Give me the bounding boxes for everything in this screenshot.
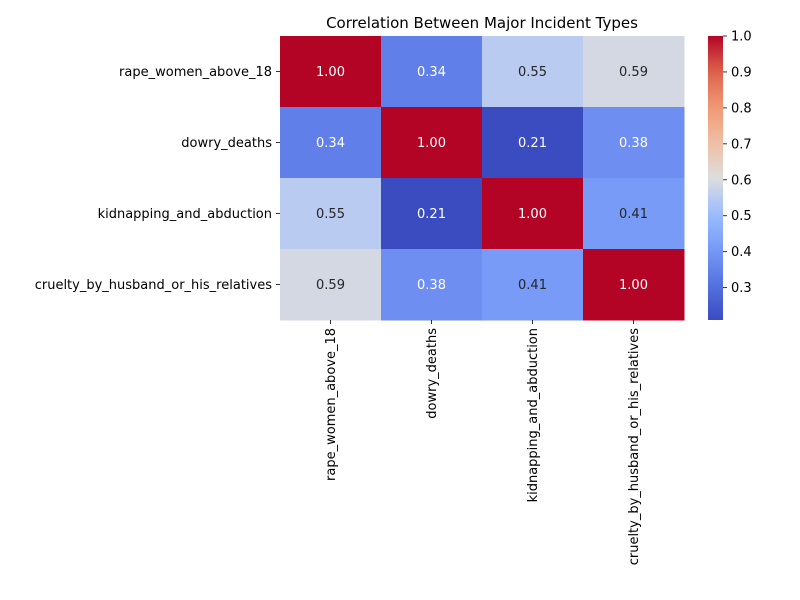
heatmap-cell-value: 0.38 (619, 136, 648, 151)
heatmap-cell (280, 107, 382, 179)
colorbar-tick-label: 1.0 (731, 30, 752, 45)
heatmap-cell-value: 1.00 (417, 136, 446, 151)
column-label: dowry_deaths (425, 328, 440, 419)
heatmap-cell (381, 36, 483, 108)
heatmap-cell (482, 107, 584, 179)
heatmap-cell (482, 36, 584, 108)
heatmap-cell-value: 1.00 (518, 207, 547, 222)
heatmap-cell-value: 0.21 (417, 207, 446, 222)
heatmap-cell (280, 36, 382, 108)
heatmap-cell (280, 178, 382, 250)
heatmap-cell (280, 249, 382, 321)
colorbar-tick-label: 0.7 (731, 137, 752, 152)
heatmap-cell (583, 178, 685, 250)
heatmap-cell (482, 249, 584, 321)
heatmap-cell (583, 249, 685, 321)
colorbar-tick-label: 0.3 (731, 281, 752, 296)
colorbar: 0.3 0.4 0.5 0.6 0.7 0.8 0.9 1.0 (708, 30, 752, 320)
heatmap-cell-value: 0.59 (316, 278, 345, 293)
chart-title: Correlation Between Major Incident Types (326, 14, 638, 32)
column-label: rape_women_above_18 (324, 328, 339, 481)
column-labels: rape_women_above_18 dowry_deaths kidnappin… (324, 320, 642, 565)
column-label: cruelty_by_husband_or_his_relatives (627, 328, 642, 565)
colorbar-tick-label: 0.4 (731, 245, 752, 260)
column-label: kidnapping_and_abduction (526, 328, 541, 502)
heatmap-cell-value: 0.59 (619, 65, 648, 80)
colorbar-tick-label: 0.9 (731, 65, 752, 80)
row-label: dowry_deaths (181, 136, 272, 151)
heatmap-cell (583, 36, 685, 108)
colorbar-tick-label: 0.5 (731, 209, 752, 224)
heatmap-cell-value: 0.41 (518, 278, 547, 293)
row-label: rape_women_above_18 (119, 65, 272, 80)
heatmap-cell-value: 0.34 (316, 136, 345, 151)
colorbar-tick-label: 0.8 (731, 101, 752, 116)
heatmap-cells (280, 36, 685, 321)
heatmap-cell-value: 1.00 (316, 65, 345, 80)
heatmap-cell-value: 0.34 (417, 65, 446, 80)
heatmap-cell-value: 0.55 (316, 207, 345, 222)
heatmap-cell (381, 249, 483, 321)
heatmap-cell-value: 0.38 (417, 278, 446, 293)
heatmap-cell (583, 107, 685, 179)
colorbar-tick-label: 0.6 (731, 173, 752, 188)
row-label: cruelty_by_husband_or_his_relatives (35, 278, 272, 293)
colorbar-gradient (708, 36, 723, 320)
heatmap-cell-value: 0.41 (619, 207, 648, 222)
row-labels: rape_women_above_18 dowry_deaths kidnappin… (35, 65, 280, 293)
heatmap-cell (482, 178, 584, 250)
heatmap-cell-value: 1.00 (619, 278, 648, 293)
heatmap-cell (381, 178, 483, 250)
heatmap-cell-labels: 1.00 0.34 0.55 0.59 0.34 1.00 0.21 0.38 0.55 0.21… (316, 65, 648, 293)
heatmap-cell-value: 0.55 (518, 65, 547, 80)
row-label: kidnapping_and_abduction (98, 207, 272, 222)
heatmap-cell (381, 107, 483, 179)
heatmap-cell-value: 0.21 (518, 136, 547, 151)
